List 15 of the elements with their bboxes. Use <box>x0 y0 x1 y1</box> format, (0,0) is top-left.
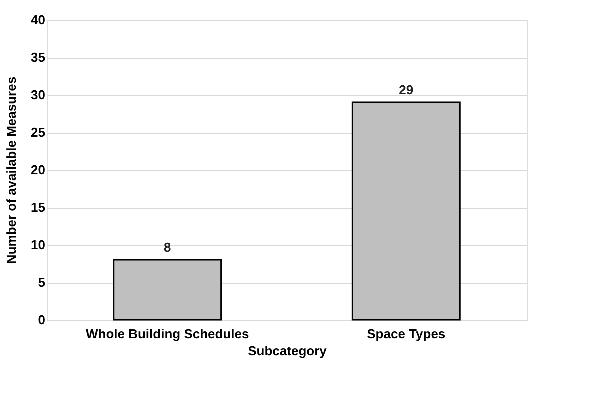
x-tick-label: Space Types <box>367 326 446 342</box>
y-tick-label: 15 <box>31 200 46 215</box>
x-tick-label: Whole Building Schedules <box>86 326 250 342</box>
y-tick-label: 10 <box>31 238 46 252</box>
data-label: 29 <box>399 82 414 98</box>
y-tick-label: 40 <box>31 12 46 28</box>
y-tick-label: 5 <box>38 275 46 290</box>
y-tick-label: 20 <box>31 162 46 178</box>
y-tick-label: 30 <box>31 88 46 102</box>
x-axis-title: Subcategory <box>248 344 328 358</box>
y-tick-label: 25 <box>31 125 46 140</box>
y-axis-title: Number of available Measures <box>4 76 20 264</box>
y-tick-label: 0 <box>38 312 46 328</box>
data-label: 8 <box>164 240 172 255</box>
y-tick-label: 35 <box>31 50 46 65</box>
